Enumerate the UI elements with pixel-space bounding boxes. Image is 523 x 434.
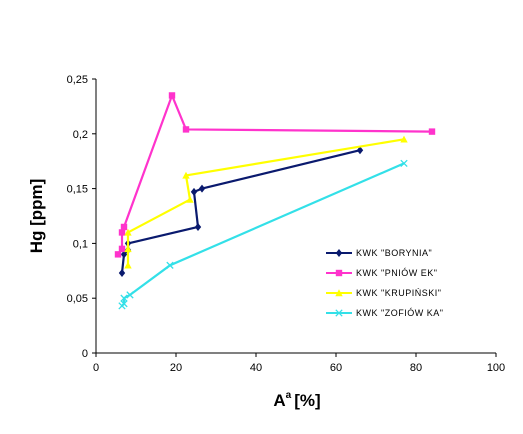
y-tick-label: 0,2 [73, 129, 88, 141]
data-point [124, 228, 132, 236]
series-4 [118, 159, 408, 310]
series-line [126, 138, 405, 266]
series-1 [118, 146, 364, 277]
legend-label: KWK "ZOFIÓW KA" [356, 308, 443, 318]
y-tick-label: 0,25 [67, 74, 88, 86]
x-tick-label: 0 [93, 362, 99, 374]
series-line [120, 149, 361, 274]
legend-item-1: KWK "BORYNIA" [326, 248, 432, 258]
x-tick-label: 60 [330, 362, 342, 374]
data-point [120, 294, 128, 302]
data-point [118, 268, 126, 277]
legend-item-2: KWK "PNIÓW EK" [326, 268, 437, 278]
x-tick-label: 100 [487, 362, 505, 374]
data-point [335, 309, 343, 317]
series-3 [124, 135, 408, 269]
data-point [114, 251, 122, 258]
y-tick-label: 0,15 [67, 184, 88, 196]
legend-item-4: KWK "ZOFIÓW KA" [326, 308, 443, 318]
data-point [120, 250, 128, 259]
data-point [124, 261, 132, 269]
data-point [335, 289, 343, 297]
series-2 [114, 92, 436, 258]
data-point [335, 249, 343, 257]
data-point [356, 146, 364, 155]
data-point-stroke [166, 261, 174, 269]
data-point-stroke [335, 309, 343, 317]
data-point [198, 184, 206, 193]
data-point [400, 135, 408, 143]
axes: 0 0,05 0,1 0,15 0,2 0,25 0 20 40 60 80 100 [67, 74, 506, 374]
data-point [118, 245, 126, 253]
data-point-stroke [400, 159, 408, 168]
legend: KWK "BORYNIA" KWK "PNIÓW EK" KWK "KRUPIŃSK… [326, 248, 443, 318]
data-point [400, 159, 408, 168]
x-axis-title-main: A [273, 391, 285, 410]
series-line [117, 94, 433, 256]
data-point [186, 195, 194, 203]
x-tick-label: 40 [250, 362, 262, 374]
x-tick-label: 20 [170, 362, 182, 374]
x-tick-label: 80 [410, 362, 422, 374]
y-tick-label: 0,1 [73, 238, 88, 250]
data-point-stroke [120, 300, 128, 308]
data-point [194, 222, 202, 231]
data-point [168, 92, 176, 99]
data-point [182, 171, 190, 179]
data-point [124, 245, 132, 253]
data-point [190, 187, 198, 196]
data-point [166, 261, 174, 269]
data-point [428, 128, 436, 135]
y-axis-title: Hg [ppm] [27, 179, 46, 254]
data-point [182, 126, 190, 133]
series-layer [114, 92, 436, 310]
x-axis-title-unit: [%] [294, 391, 320, 410]
data-point-stroke [126, 291, 134, 299]
data-point [120, 300, 128, 308]
y-tick-label: 0,05 [67, 293, 88, 305]
data-point [118, 229, 126, 236]
legend-label: KWK "KRUPIŃSKI" [356, 288, 441, 298]
legend-item-3: KWK "KRUPIŃSKI" [326, 288, 441, 298]
x-axis-title: Aa [%] [273, 390, 320, 410]
data-point [126, 291, 134, 299]
y-tick-label: 0 [82, 348, 88, 360]
legend-label: KWK "BORYNIA" [356, 248, 432, 258]
data-point-stroke [120, 294, 128, 302]
x-axis-title-superscript: a [286, 390, 292, 401]
legend-label: KWK "PNIÓW EK" [356, 268, 437, 278]
data-point [120, 223, 128, 231]
data-point [335, 269, 343, 277]
